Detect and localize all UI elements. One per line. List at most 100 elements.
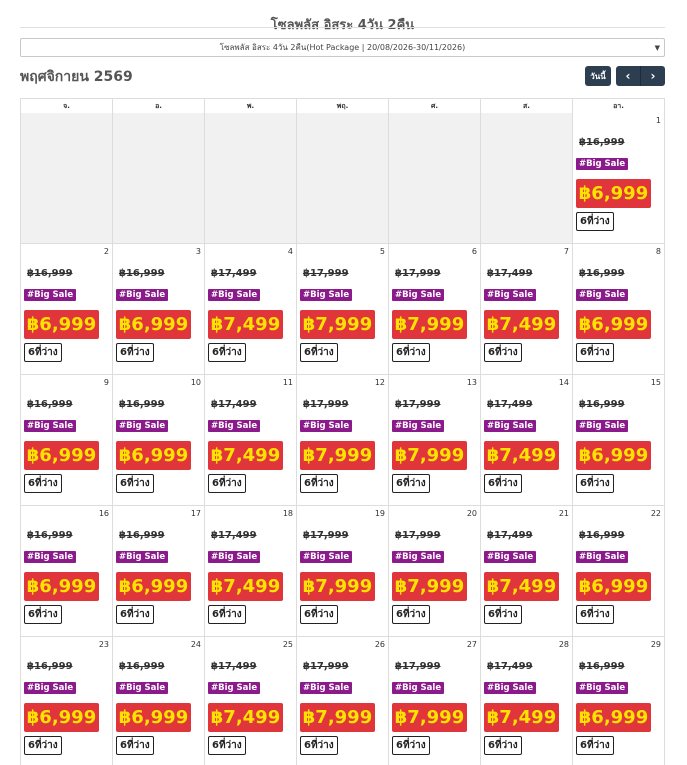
seats-available-badge: 6ที่ว่าง: [392, 474, 430, 493]
day-cell[interactable]: 12 ฿17,999 #Big Sale ฿7,999 6ที่ว่าง: [297, 375, 389, 506]
sale-price-button[interactable]: ฿7,999: [300, 572, 375, 601]
prev-month-button[interactable]: ‹: [616, 66, 640, 86]
day-number: 8: [655, 247, 661, 256]
big-sale-badge: #Big Sale: [208, 551, 261, 563]
sale-price-button[interactable]: ฿7,499: [208, 703, 283, 732]
original-price: ฿17,499: [487, 399, 533, 410]
original-price: ฿16,999: [27, 399, 73, 410]
package-select[interactable]: โซลพลัส อิสระ 4วัน 2คืน(Hot Package | 20…: [20, 38, 665, 57]
big-sale-badge: #Big Sale: [300, 682, 353, 694]
sale-price-button[interactable]: ฿6,999: [24, 310, 99, 339]
day-cell[interactable]: 20 ฿17,999 #Big Sale ฿7,999 6ที่ว่าง: [389, 506, 481, 637]
week-row: 16 ฿16,999 #Big Sale ฿6,999 6ที่ว่าง 17 ฿16,99…: [20, 506, 665, 637]
day-cell[interactable]: 16 ฿16,999 #Big Sale ฿6,999 6ที่ว่าง: [21, 506, 113, 637]
day-number: 24: [190, 640, 201, 649]
sale-price-button[interactable]: ฿7,499: [484, 703, 559, 732]
seats-available-badge: 6ที่ว่าง: [208, 343, 246, 362]
day-cell[interactable]: 17 ฿16,999 #Big Sale ฿6,999 6ที่ว่าง: [113, 506, 205, 637]
day-number: 14: [558, 378, 569, 387]
big-sale-badge: #Big Sale: [300, 551, 353, 563]
sale-price-button[interactable]: ฿6,999: [24, 441, 99, 470]
day-number: 17: [190, 509, 201, 518]
day-cell[interactable]: 5 ฿17,999 #Big Sale ฿7,999 6ที่ว่าง: [297, 244, 389, 375]
sale-price-button[interactable]: ฿6,999: [576, 310, 651, 339]
sale-price-button[interactable]: ฿6,999: [116, 441, 191, 470]
sale-price-button[interactable]: ฿7,999: [300, 703, 375, 732]
day-cell[interactable]: 29 ฿16,999 #Big Sale ฿6,999 6ที่ว่าง: [573, 637, 665, 765]
chevron-left-icon: ‹: [625, 69, 631, 83]
seats-available-badge: 6ที่ว่าง: [576, 736, 614, 755]
sale-price-button[interactable]: ฿7,499: [484, 310, 559, 339]
day-number: 5: [379, 247, 385, 256]
sale-price-button[interactable]: ฿7,999: [392, 572, 467, 601]
day-cell[interactable]: 7 ฿17,499 #Big Sale ฿7,499 6ที่ว่าง: [481, 244, 573, 375]
day-cell[interactable]: 1 ฿16,999 #Big Sale ฿6,999 6ที่ว่าง: [573, 113, 665, 244]
sale-price-button[interactable]: ฿7,999: [392, 310, 467, 339]
sale-price-button[interactable]: ฿6,999: [576, 703, 651, 732]
day-cell[interactable]: 25 ฿17,499 #Big Sale ฿7,499 6ที่ว่าง: [205, 637, 297, 765]
day-cell[interactable]: 19 ฿17,999 #Big Sale ฿7,999 6ที่ว่าง: [297, 506, 389, 637]
day-cell[interactable]: 28 ฿17,499 #Big Sale ฿7,499 6ที่ว่าง: [481, 637, 573, 765]
sale-price-button[interactable]: ฿6,999: [576, 179, 651, 208]
sale-price-button[interactable]: ฿7,999: [300, 310, 375, 339]
big-sale-badge: #Big Sale: [24, 420, 77, 432]
sale-price-button[interactable]: ฿7,499: [208, 441, 283, 470]
seats-available-badge: 6ที่ว่าง: [24, 474, 62, 493]
day-cell[interactable]: 27 ฿17,999 #Big Sale ฿7,999 6ที่ว่าง: [389, 637, 481, 765]
calendar: จ. อ. พ. พฤ. ศ. ส. อา. 1 ฿16,999 #Big Sale ฿6,999…: [20, 98, 665, 765]
day-cell[interactable]: 9 ฿16,999 #Big Sale ฿6,999 6ที่ว่าง: [21, 375, 113, 506]
next-month-button[interactable]: ›: [640, 66, 665, 86]
sale-price-button[interactable]: ฿7,499: [484, 572, 559, 601]
day-cell[interactable]: 14 ฿17,499 #Big Sale ฿7,499 6ที่ว่าง: [481, 375, 573, 506]
sale-price-button[interactable]: ฿6,999: [576, 572, 651, 601]
seats-available-badge: 6ที่ว่าง: [484, 736, 522, 755]
big-sale-badge: #Big Sale: [576, 682, 629, 694]
big-sale-badge: #Big Sale: [24, 289, 77, 301]
today-button[interactable]: วันนี้: [585, 66, 611, 86]
day-number: 10: [190, 378, 201, 387]
sale-price-button[interactable]: ฿6,999: [24, 572, 99, 601]
original-price: ฿17,999: [303, 268, 349, 279]
sale-price-button[interactable]: ฿6,999: [116, 310, 191, 339]
day-cell[interactable]: 3 ฿16,999 #Big Sale ฿6,999 6ที่ว่าง: [113, 244, 205, 375]
day-cell[interactable]: 8 ฿16,999 #Big Sale ฿6,999 6ที่ว่าง: [573, 244, 665, 375]
sale-price-button[interactable]: ฿6,999: [24, 703, 99, 732]
big-sale-badge: #Big Sale: [116, 682, 169, 694]
seats-available-badge: 6ที่ว่าง: [116, 605, 154, 624]
sale-price-button[interactable]: ฿7,999: [300, 441, 375, 470]
day-cell[interactable]: 15 ฿16,999 #Big Sale ฿6,999 6ที่ว่าง: [573, 375, 665, 506]
day-cell[interactable]: 11 ฿17,499 #Big Sale ฿7,499 6ที่ว่าง: [205, 375, 297, 506]
day-cell[interactable]: 21 ฿17,499 #Big Sale ฿7,499 6ที่ว่าง: [481, 506, 573, 637]
big-sale-badge: #Big Sale: [484, 420, 537, 432]
day-cell[interactable]: 24 ฿16,999 #Big Sale ฿6,999 6ที่ว่าง: [113, 637, 205, 765]
sale-price-button[interactable]: ฿7,999: [392, 441, 467, 470]
day-cell[interactable]: 13 ฿17,999 #Big Sale ฿7,999 6ที่ว่าง: [389, 375, 481, 506]
day-cell[interactable]: 22 ฿16,999 #Big Sale ฿6,999 6ที่ว่าง: [573, 506, 665, 637]
sale-price-button[interactable]: ฿6,999: [576, 441, 651, 470]
week-row: 1 ฿16,999 #Big Sale ฿6,999 6ที่ว่าง: [20, 113, 665, 244]
day-number: 7: [563, 247, 569, 256]
day-cell[interactable]: 23 ฿16,999 #Big Sale ฿6,999 6ที่ว่าง: [21, 637, 113, 765]
day-cell[interactable]: 2 ฿16,999 #Big Sale ฿6,999 6ที่ว่าง: [21, 244, 113, 375]
day-cell[interactable]: 6 ฿17,999 #Big Sale ฿7,999 6ที่ว่าง: [389, 244, 481, 375]
day-cell[interactable]: 26 ฿17,999 #Big Sale ฿7,999 6ที่ว่าง: [297, 637, 389, 765]
big-sale-badge: #Big Sale: [116, 289, 169, 301]
sale-price-button[interactable]: ฿7,499: [208, 572, 283, 601]
day-cell[interactable]: 10 ฿16,999 #Big Sale ฿6,999 6ที่ว่าง: [113, 375, 205, 506]
sale-price-button[interactable]: ฿7,999: [392, 703, 467, 732]
seats-available-badge: 6ที่ว่าง: [392, 736, 430, 755]
sale-price-button[interactable]: ฿6,999: [116, 572, 191, 601]
weekday-header: อ.: [113, 99, 205, 114]
seats-available-badge: 6ที่ว่าง: [484, 605, 522, 624]
day-cell[interactable]: 18 ฿17,499 #Big Sale ฿7,499 6ที่ว่าง: [205, 506, 297, 637]
original-price: ฿16,999: [579, 530, 625, 541]
nav-button-group: ‹ ›: [616, 66, 665, 86]
day-cell[interactable]: 4 ฿17,499 #Big Sale ฿7,499 6ที่ว่าง: [205, 244, 297, 375]
sale-price-button[interactable]: ฿6,999: [116, 703, 191, 732]
sale-price-button[interactable]: ฿7,499: [208, 310, 283, 339]
sale-price-button[interactable]: ฿7,499: [484, 441, 559, 470]
page-title: โซลพลัส อิสระ 4วัน 2คืน: [270, 18, 415, 33]
big-sale-badge: #Big Sale: [576, 289, 629, 301]
big-sale-badge: #Big Sale: [208, 682, 261, 694]
original-price: ฿17,499: [211, 399, 257, 410]
